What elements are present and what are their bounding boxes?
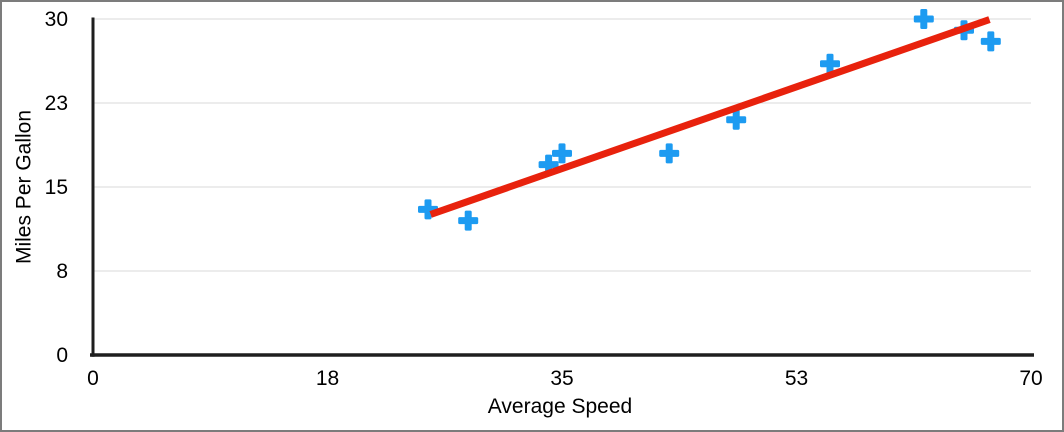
x-tick-label: 53 — [785, 367, 808, 390]
y-tick-label: 0 — [56, 344, 68, 367]
plus-marker-horizontal-bar — [726, 116, 747, 124]
y-axis-title: Miles Per Gallon — [12, 109, 36, 265]
scatter-point — [820, 53, 840, 74]
plus-marker-horizontal-bar — [913, 15, 934, 23]
x-tick-label: 70 — [1019, 367, 1042, 390]
plus-marker-horizontal-bar — [538, 161, 559, 169]
x-axis-title: Average Speed — [487, 395, 633, 418]
y-tick-label: 8 — [56, 260, 68, 283]
y-tick-label: 15 — [45, 176, 68, 199]
scatter-point — [552, 143, 572, 164]
x-tick-label: 0 — [87, 367, 99, 390]
scatter-point — [659, 143, 680, 164]
scatter-point — [726, 109, 747, 130]
scatter-point — [913, 9, 934, 29]
x-tick-label: 18 — [316, 367, 339, 390]
x-tick-label: 35 — [550, 367, 573, 390]
plus-marker-horizontal-bar — [820, 60, 840, 68]
trend-line — [429, 16, 991, 218]
scatter-point — [458, 210, 479, 231]
y-tick-label: 30 — [45, 8, 68, 31]
plus-marker-horizontal-bar — [552, 149, 572, 157]
plus-marker-horizontal-bar — [458, 217, 479, 225]
plus-marker-horizontal-bar — [659, 149, 680, 157]
plus-marker-horizontal-bar — [980, 37, 1001, 45]
scatter-point — [980, 31, 1001, 52]
y-tick-label: 23 — [45, 92, 68, 115]
